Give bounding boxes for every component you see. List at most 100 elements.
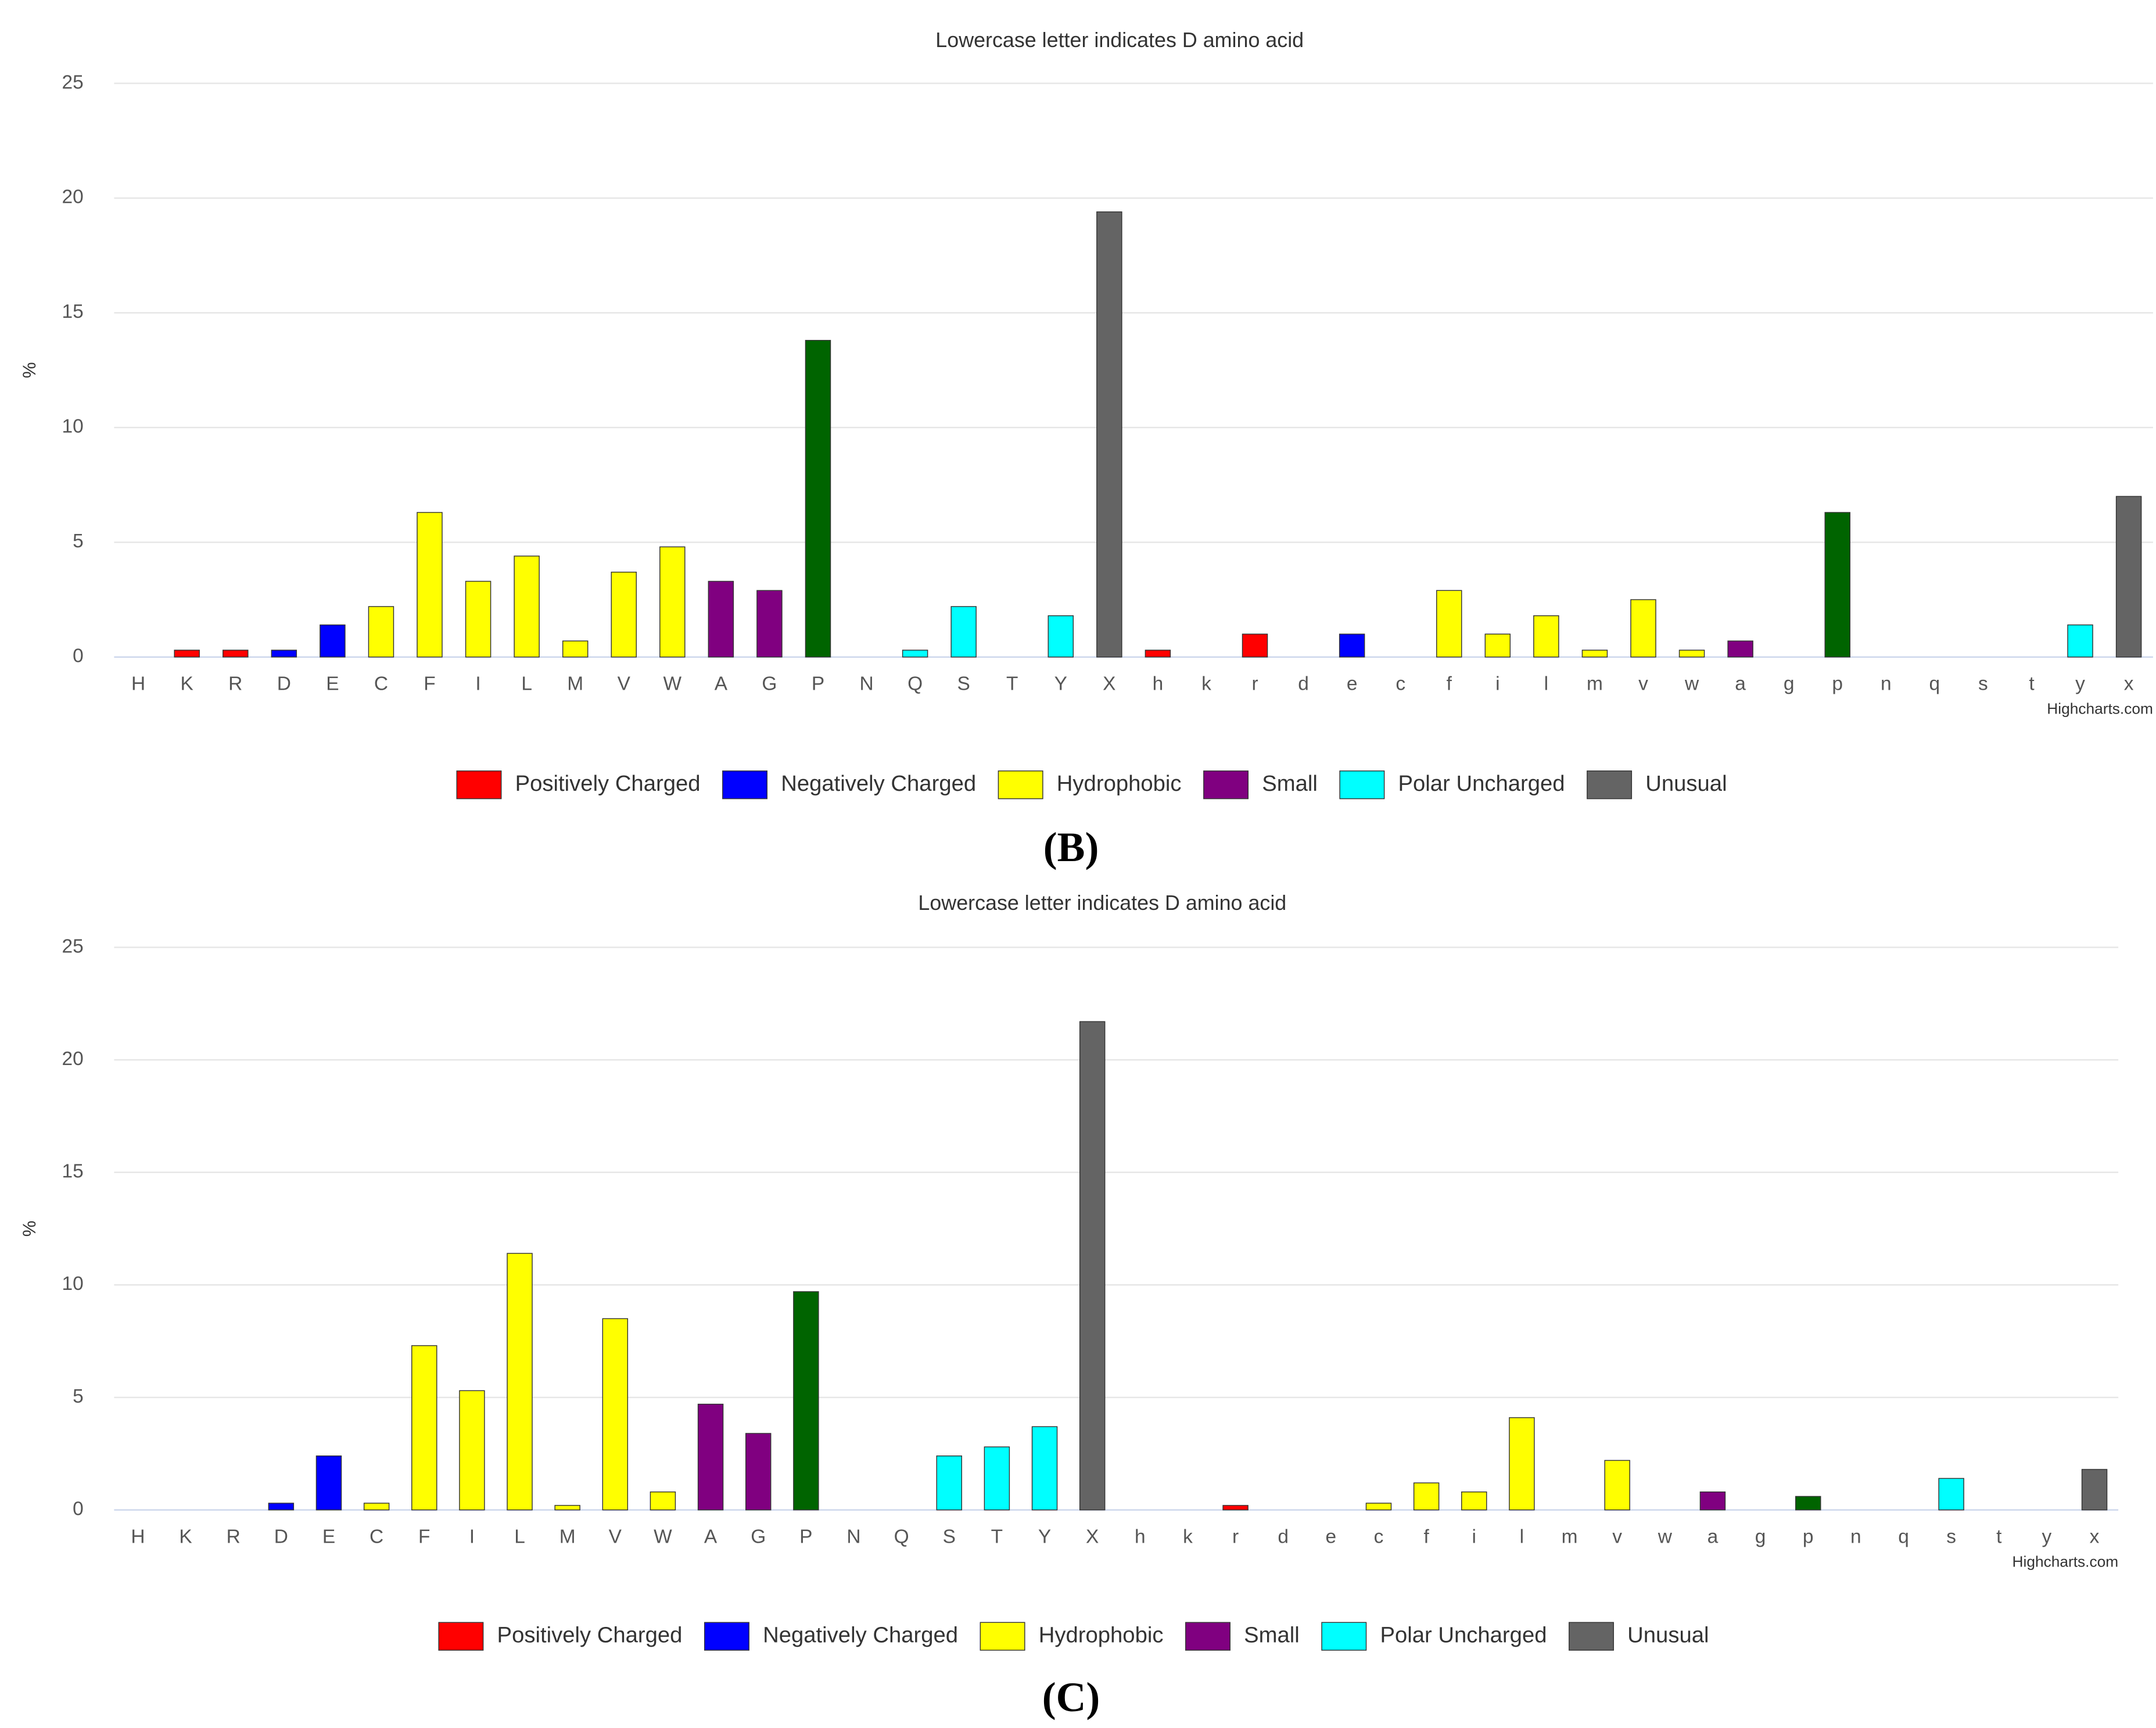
x-tick-label: M bbox=[559, 1526, 576, 1547]
x-tick-label: W bbox=[663, 673, 682, 694]
x-tick-label: i bbox=[1495, 673, 1499, 694]
legend-label: Hydrophobic bbox=[1057, 771, 1182, 796]
x-tick-label: P bbox=[799, 1526, 812, 1547]
x-tick-label: k bbox=[1183, 1526, 1193, 1547]
bar bbox=[1047, 615, 1074, 658]
x-tick-label: p bbox=[1832, 673, 1843, 694]
bar bbox=[1222, 1505, 1249, 1511]
x-tick-label: E bbox=[322, 1526, 335, 1547]
x-tick-label: K bbox=[179, 1526, 192, 1547]
bar bbox=[271, 650, 297, 658]
legend-swatch bbox=[1321, 1622, 1367, 1651]
chart-title: Lowercase letter indicates D amino acid bbox=[918, 891, 1286, 915]
legend-label: Positively Charged bbox=[497, 1622, 683, 1647]
bar bbox=[1630, 599, 1656, 658]
y-tick-label: 10 bbox=[62, 416, 84, 438]
legend-swatch bbox=[1339, 770, 1385, 800]
bar bbox=[1096, 211, 1122, 658]
x-tick-label: C bbox=[370, 1526, 383, 1547]
panel-label: (C) bbox=[1042, 1674, 1100, 1720]
x-tick-label: m bbox=[1587, 673, 1603, 694]
x-tick-label: t bbox=[2029, 673, 2035, 694]
x-tick-label: s bbox=[1946, 1526, 1956, 1547]
x-tick-label: E bbox=[326, 673, 339, 694]
x-tick-label: Y bbox=[1038, 1526, 1051, 1547]
bar bbox=[1795, 1496, 1821, 1511]
x-tick-label: N bbox=[859, 673, 873, 694]
legend-swatch bbox=[438, 1622, 484, 1651]
bar bbox=[697, 1403, 724, 1511]
x-tick-label: L bbox=[514, 1526, 525, 1547]
legend-swatch bbox=[1569, 1622, 1614, 1651]
bar bbox=[950, 606, 977, 658]
y-tick-label: 5 bbox=[73, 1386, 84, 1407]
x-tick-label: w bbox=[1658, 1526, 1673, 1547]
x-tick-label: n bbox=[1850, 1526, 1861, 1547]
x-tick-label: G bbox=[762, 673, 777, 694]
y-tick-label: 10 bbox=[62, 1273, 84, 1295]
bar bbox=[363, 1503, 390, 1511]
bar bbox=[315, 1455, 342, 1511]
x-tick-label: s bbox=[1978, 673, 1988, 694]
x-tick-label: y bbox=[2075, 673, 2085, 694]
y-axis-label: % bbox=[19, 1221, 40, 1237]
x-tick-label: A bbox=[704, 1526, 718, 1547]
x-tick-label: d bbox=[1278, 1526, 1289, 1547]
bar bbox=[1824, 512, 1850, 658]
legend-swatch bbox=[456, 770, 502, 800]
bar bbox=[1436, 590, 1462, 658]
y-tick-label: 15 bbox=[62, 301, 84, 322]
bar bbox=[756, 590, 783, 658]
x-tick-label: Q bbox=[907, 673, 923, 694]
bar bbox=[562, 640, 589, 658]
legend-label: Polar Uncharged bbox=[1398, 771, 1565, 796]
credits: Highcharts.com bbox=[2047, 700, 2153, 718]
bar bbox=[1365, 1503, 1392, 1511]
x-tick-label: x bbox=[2090, 1526, 2100, 1547]
x-tick-label: S bbox=[943, 1526, 956, 1547]
x-tick-label: N bbox=[846, 1526, 860, 1547]
x-tick-label: k bbox=[1201, 673, 1211, 694]
bar bbox=[1581, 650, 1608, 658]
x-tick-label: I bbox=[475, 673, 480, 694]
x-tick-label: d bbox=[1298, 673, 1309, 694]
x-tick-label: K bbox=[181, 673, 193, 694]
bar bbox=[1079, 1021, 1106, 1511]
x-tick-label: r bbox=[1251, 673, 1258, 694]
x-tick-label: t bbox=[1996, 1526, 2002, 1547]
bar bbox=[2081, 1469, 2108, 1511]
x-tick-label: T bbox=[1006, 673, 1018, 694]
x-tick-label: e bbox=[1326, 1526, 1337, 1547]
bar bbox=[2067, 624, 2093, 658]
x-tick-label: Y bbox=[1054, 673, 1067, 694]
x-tick-label: I bbox=[469, 1526, 475, 1547]
credits: Highcharts.com bbox=[2012, 1553, 2119, 1570]
legend-label: Small bbox=[1244, 1622, 1300, 1647]
bar bbox=[465, 580, 492, 658]
x-tick-label: v bbox=[1612, 1526, 1622, 1547]
x-tick-label: a bbox=[1735, 673, 1746, 694]
bar bbox=[805, 340, 831, 658]
bar bbox=[411, 1345, 437, 1511]
x-tick-label: C bbox=[374, 673, 388, 694]
x-tick-label: h bbox=[1153, 673, 1164, 694]
x-tick-label: V bbox=[609, 1526, 622, 1547]
legend-swatch bbox=[980, 1622, 1025, 1651]
x-tick-label: V bbox=[618, 673, 631, 694]
x-tick-label: r bbox=[1232, 1526, 1239, 1547]
x-tick-label: i bbox=[1472, 1526, 1476, 1547]
bar bbox=[745, 1433, 772, 1511]
y-tick-label: 5 bbox=[73, 530, 84, 552]
bar bbox=[1509, 1417, 1535, 1511]
bar bbox=[1461, 1491, 1487, 1511]
x-tick-label: y bbox=[2042, 1526, 2052, 1547]
x-tick-label: L bbox=[521, 673, 532, 694]
bar bbox=[554, 1505, 580, 1511]
x-tick-label: X bbox=[1103, 673, 1115, 694]
x-tick-label: f bbox=[1447, 673, 1452, 694]
bar bbox=[174, 650, 200, 658]
legend-label: Hydrophobic bbox=[1039, 1622, 1164, 1647]
x-tick-label: l bbox=[1520, 1526, 1524, 1547]
bar bbox=[2115, 496, 2142, 658]
